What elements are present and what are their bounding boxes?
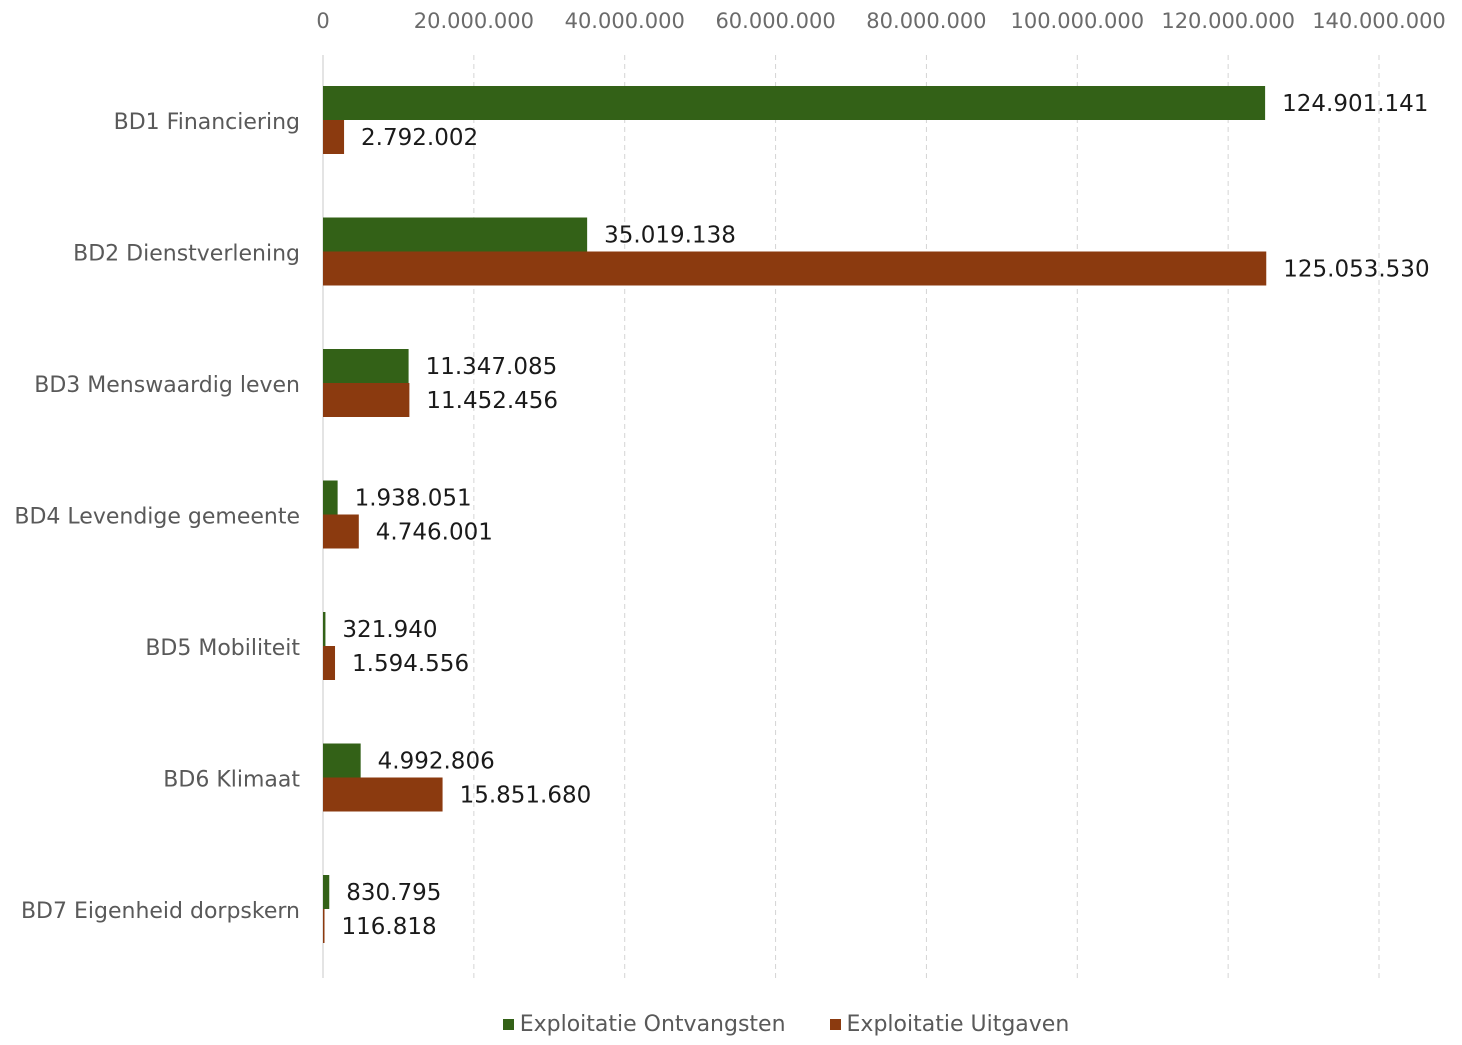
category-label: BD1 Financiering: [114, 110, 300, 135]
data-label: 4.746.001: [376, 520, 493, 546]
legend-label-uitgaven: Exploitatie Uitgaven: [846, 1012, 1070, 1037]
data-label: 830.795: [346, 880, 441, 906]
bar: [323, 875, 330, 909]
category-label: BD4 Levendige gemeente: [14, 504, 300, 529]
data-label: 4.992.806: [378, 749, 495, 775]
x-tick-label: 100.000.000: [1010, 9, 1144, 33]
legend-swatch-uitgaven: [829, 1019, 841, 1030]
bar: [323, 909, 325, 943]
legend-swatch-ontvangsten: [502, 1019, 514, 1030]
x-tick-label: 120.000.000: [1161, 9, 1295, 33]
category-label: BD7 Eigenheid dorpskern: [21, 899, 300, 924]
x-tick-label: 140.000.000: [1312, 9, 1446, 33]
bars: [323, 86, 1267, 943]
bar: [323, 217, 588, 252]
x-tick-label: 40.000.000: [565, 9, 685, 33]
data-label: 35.019.138: [604, 223, 736, 249]
gridlines: [322, 55, 1380, 978]
bar: [323, 383, 410, 417]
bar: [323, 514, 359, 549]
category-label: BD5 Mobiliteit: [145, 636, 300, 661]
x-tick-label: 80.000.000: [866, 9, 986, 33]
data-label: 15.851.680: [460, 783, 592, 809]
bar: [323, 120, 345, 154]
data-label: 124.901.141: [1282, 91, 1428, 117]
category-labels: BD1 Financiering BD2 Dienstverlening BD3 M…: [14, 110, 300, 924]
legend: Exploitatie Ontvangsten Exploitatie Uitg…: [0, 1012, 1462, 1037]
x-tick-label: 60.000.000: [715, 9, 835, 33]
data-label: 1.938.051: [355, 486, 472, 512]
bar: [323, 777, 443, 812]
category-label: BD2 Dienstverlening: [73, 241, 300, 266]
category-label: BD6 Klimaat: [163, 767, 300, 792]
category-label: BD3 Menswaardig leven: [34, 373, 300, 398]
bar: [323, 251, 1267, 286]
bar: [323, 86, 1266, 120]
data-labels: 124.901.141 35.019.138 11.347.085 1.938.051…: [342, 91, 1430, 940]
data-label: 2.792.002: [361, 125, 478, 151]
data-label: 321.940: [342, 617, 437, 643]
bar: [323, 743, 361, 778]
x-axis-ticks: 0 20.000.000 40.000.000 60.000.000 80.000.00…: [316, 9, 1445, 33]
data-label: 11.347.085: [426, 354, 558, 380]
legend-label-ontvangsten: Exploitatie Ontvangsten: [519, 1012, 786, 1037]
x-tick-label: 20.000.000: [414, 9, 534, 33]
bar: [323, 612, 326, 646]
legend-item-ontvangsten: Exploitatie Ontvangsten: [393, 1012, 786, 1037]
data-label: 125.053.530: [1283, 257, 1429, 283]
legend-item-uitgaven: Exploitatie Uitgaven: [829, 1012, 1070, 1037]
data-label: 116.818: [342, 914, 437, 940]
data-label: 11.452.456: [426, 388, 558, 414]
data-label: 1.594.556: [352, 651, 469, 677]
bar: [323, 349, 409, 383]
x-tick-label: 0: [316, 9, 329, 33]
bar: [323, 480, 338, 515]
bar: [323, 646, 336, 680]
